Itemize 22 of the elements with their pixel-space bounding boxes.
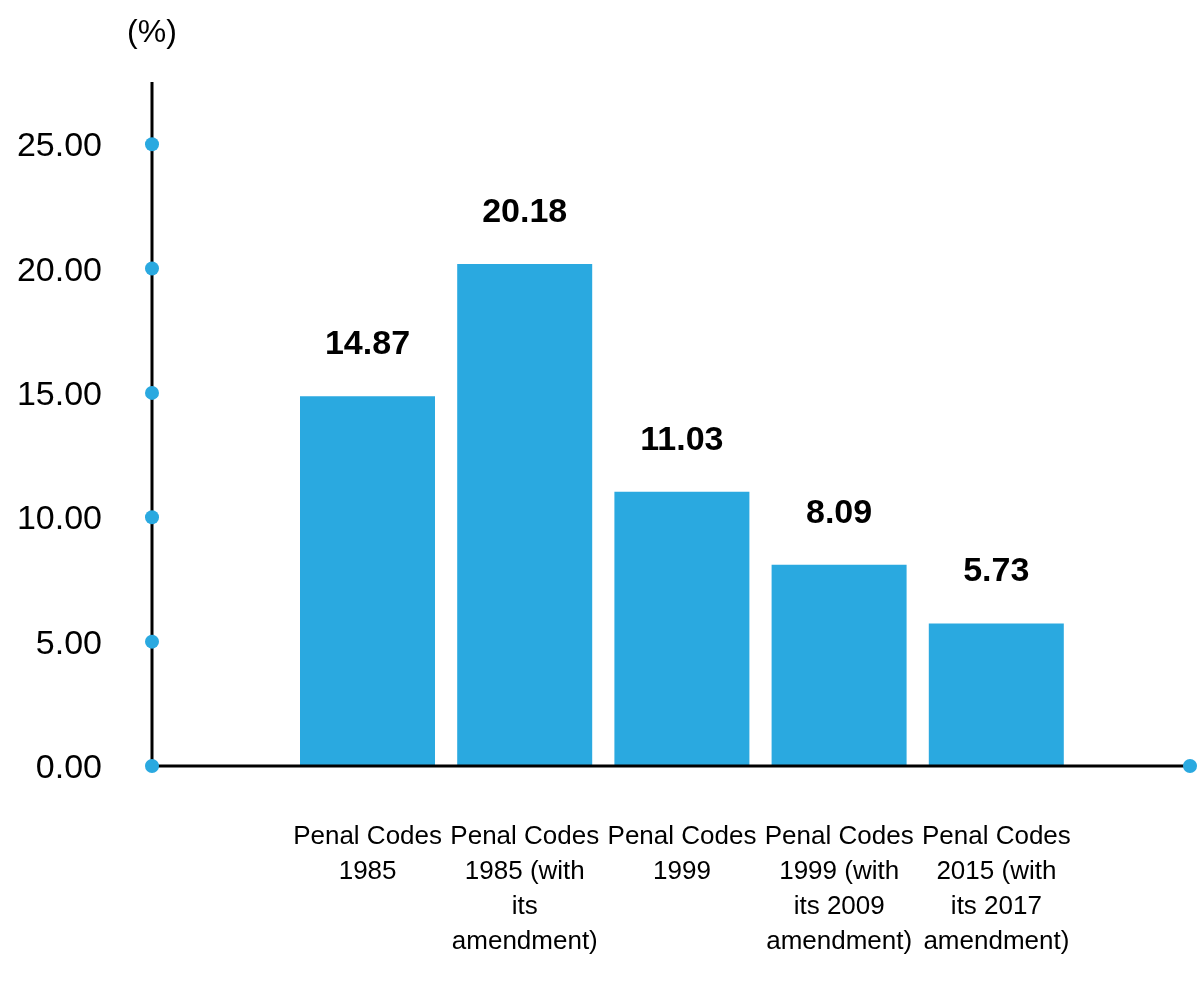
- x-tick-label: Penal Codes 1985: [293, 820, 443, 885]
- x-tick-label: Penal Codes 2015 (with its 2017 amendment): [921, 820, 1071, 955]
- y-axis-title: (%): [127, 13, 177, 49]
- bar: [614, 491, 750, 766]
- bar: [771, 564, 907, 766]
- bar: [928, 623, 1064, 766]
- bar: [300, 396, 435, 766]
- y-tick-label: 5.00: [35, 622, 102, 661]
- x-tick-label: Penal Codes 1999 (with its 2009 amendment): [764, 820, 914, 955]
- data-label: 14.87: [324, 323, 411, 362]
- data-label: 8.09: [806, 491, 873, 530]
- data-label: 20.18: [482, 191, 568, 230]
- y-tick-label: 20.00: [16, 249, 102, 288]
- data-label: 5.73: [963, 550, 1030, 589]
- x-tick-label: Penal Codes 1985 (with its amendment): [450, 820, 600, 955]
- y-tick-label: 10.00: [16, 498, 102, 537]
- y-tick-label: 25.00: [16, 125, 102, 164]
- bar: [457, 264, 593, 766]
- data-label: 11.03: [640, 418, 724, 457]
- x-tick-label: Penal Codes 1999: [607, 820, 757, 885]
- y-tick-label: 15.00: [16, 373, 102, 412]
- y-tick-label: 0.00: [35, 747, 102, 785]
